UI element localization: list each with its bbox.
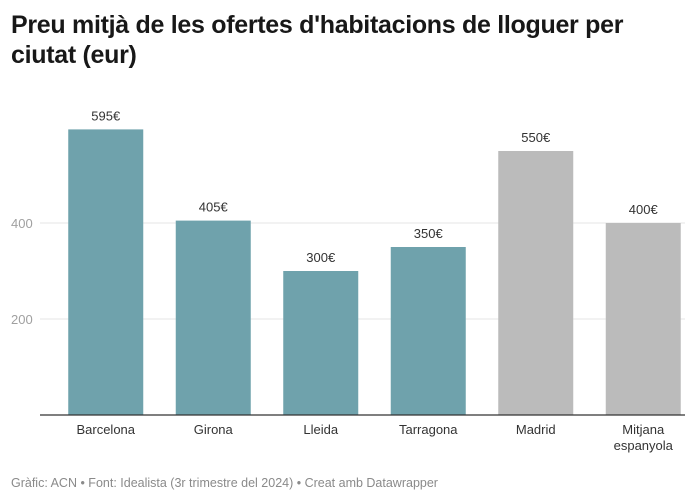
category-label: Lleida [303, 422, 338, 437]
category-label: Barcelona [76, 422, 135, 437]
value-label: 550€ [521, 130, 551, 145]
bar-girona [175, 220, 251, 415]
labels: 200 400 595€ Barcelona 405€ Girona 300€ Lleida 3… [11, 108, 674, 453]
bars [68, 129, 681, 415]
value-label: 405€ [199, 200, 229, 215]
y-tick-label: 200 [11, 312, 33, 327]
bar-tarragona [390, 247, 466, 415]
category-label: Mitjana [622, 422, 665, 437]
category-label: Tarragona [399, 422, 458, 437]
y-tick-label: 400 [11, 216, 33, 231]
bar-madrid [498, 151, 574, 415]
category-label: Madrid [516, 422, 556, 437]
value-label: 300€ [306, 250, 336, 265]
value-label: 400€ [629, 202, 659, 217]
chart-footer: Gràfic: ACN • Font: Idealista (3r trimes… [11, 476, 438, 490]
bar-mitjana-espanyola [605, 223, 681, 415]
bar-barcelona [68, 129, 144, 415]
chart-title: Preu mitjà de les ofertes d'habitacions … [11, 11, 624, 69]
value-label: 350€ [414, 226, 444, 241]
gridlines [40, 222, 685, 320]
category-label: espanyola [614, 438, 674, 453]
value-label: 595€ [91, 108, 121, 123]
category-label: Girona [194, 422, 234, 437]
bar-lleida [283, 271, 359, 415]
